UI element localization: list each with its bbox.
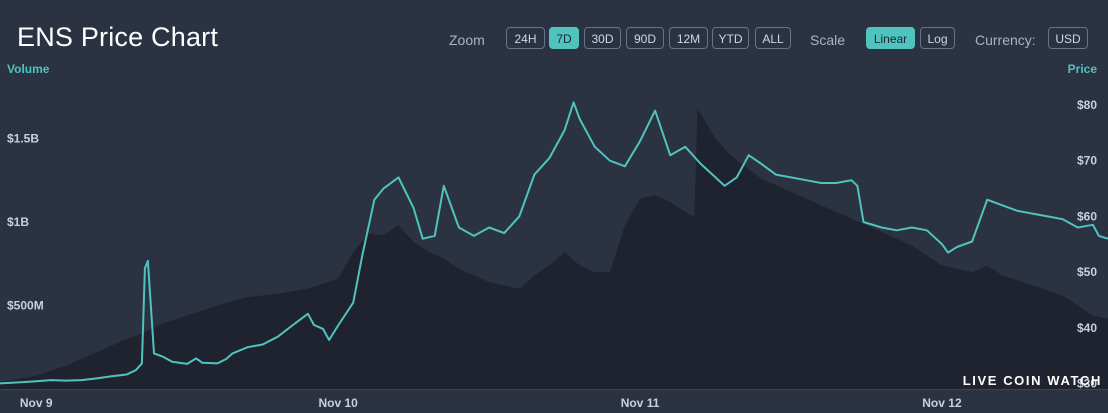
- zoom-24h-button[interactable]: 24H: [506, 27, 545, 49]
- price-axis-title: Price: [1067, 62, 1097, 76]
- price-tick-label: $50: [1077, 265, 1097, 279]
- volume-axis-ticks: $500M $1B $1.5B: [7, 131, 44, 312]
- volume-tick-label: $1B: [7, 215, 29, 229]
- price-line-series: [0, 101, 1108, 385]
- price-tick-label: $30: [1077, 376, 1097, 390]
- chart-controls: Zoom 24H 7D 30D 90D 12M YTD ALL Scale Li…: [0, 27, 1108, 53]
- currency-select[interactable]: USD: [1048, 27, 1088, 49]
- live-coin-watch-logo: LIVE COIN WATCH: [962, 373, 1102, 388]
- date-tick-label: Nov 11: [621, 396, 660, 410]
- volume-tick-label: $1.5B: [7, 131, 39, 145]
- date-tick-label: Nov 9: [20, 396, 53, 410]
- volume-area-series: [0, 108, 1108, 390]
- volume-axis-title: Volume: [7, 62, 50, 76]
- page-title: ENS Price Chart: [17, 22, 219, 52]
- zoom-12m-button[interactable]: 12M: [669, 27, 708, 49]
- price-tick-label: $70: [1077, 154, 1097, 168]
- zoom-ytd-button[interactable]: YTD: [712, 27, 749, 49]
- currency-label: Currency:: [975, 32, 1036, 48]
- date-tick-label: Nov 10: [318, 396, 358, 410]
- scale-label: Scale: [810, 32, 846, 48]
- price-tick-label: $60: [1077, 209, 1097, 223]
- scale-linear-button[interactable]: Linear: [866, 27, 915, 49]
- date-tick-label: Nov 12: [922, 396, 962, 410]
- price-tick-label: $80: [1077, 98, 1097, 112]
- zoom-7d-button[interactable]: 7D: [549, 27, 579, 49]
- zoom-90d-button[interactable]: 90D: [626, 27, 664, 49]
- scale-log-button[interactable]: Log: [920, 27, 955, 49]
- zoom-all-button[interactable]: ALL: [755, 27, 791, 49]
- volume-tick-label: $500M: [7, 298, 44, 312]
- price-tick-label: $40: [1077, 321, 1097, 335]
- price-axis-ticks: $30 $40 $50 $60 $70 $80: [1077, 98, 1097, 390]
- zoom-label: Zoom: [449, 32, 485, 48]
- zoom-30d-button[interactable]: 30D: [584, 27, 621, 49]
- date-axis-ticks: Nov 9 Nov 10 Nov 11 Nov 12: [20, 396, 962, 410]
